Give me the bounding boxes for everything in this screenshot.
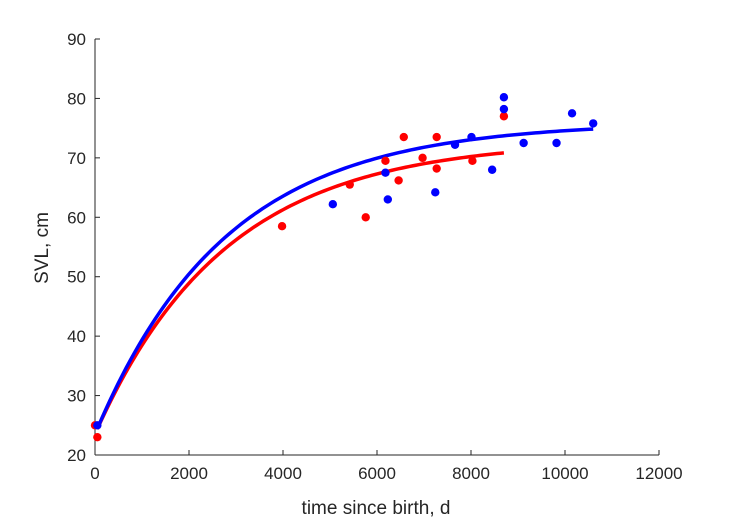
data-points [90,93,598,442]
data-point-series-2 [467,132,476,142]
data-point-series-1 [394,176,403,185]
y-tick-label: 70 [67,149,86,168]
data-point-series-2 [328,200,338,209]
data-point-series-2 [519,138,528,148]
y-tick-label: 90 [67,30,86,49]
x-tick-label: 8000 [452,464,490,483]
data-point-series-1 [399,132,408,142]
data-point-series-1 [432,164,441,173]
data-point-series-1 [418,153,427,163]
data-point-series-1 [381,156,390,166]
fit-curve-series-1 [95,151,505,430]
fit-curves [95,127,594,430]
y-axis-label: SVL, cm [32,212,53,284]
data-point-series-2 [552,138,561,148]
x-tick-label: 6000 [358,464,396,483]
y-tick-label: 80 [67,89,86,108]
data-point-series-2 [487,165,497,174]
fit-curve-series-2 [95,127,594,430]
x-tick-label: 12000 [635,464,682,483]
y-axis-ticks: 20 30 40 50 60 70 80 90 [67,30,100,465]
data-point-series-1 [361,213,370,222]
data-point-series-1 [345,180,354,189]
y-tick-label: 20 [67,446,86,465]
y-tick-label: 60 [67,208,86,227]
x-tick-label: 4000 [264,464,302,483]
x-axis-ticks: 0 2000 4000 6000 8000 10000 12000 [90,450,683,483]
data-point-series-1 [468,156,477,166]
data-point-series-2 [589,119,598,128]
x-axis-label: time since birth, d [302,498,451,519]
data-point-series-2 [431,188,440,197]
data-point-series-2 [93,421,102,430]
data-point-series-1 [277,222,287,231]
data-point-series-2 [383,195,393,204]
data-point-series-2 [567,109,577,118]
data-point-series-2 [499,104,509,114]
data-point-series-2 [499,93,509,102]
data-point-series-2 [450,140,460,149]
x-tick-label: 0 [90,464,99,483]
data-point-series-1 [93,432,102,442]
data-point-series-2 [381,168,390,177]
x-tick-label: 2000 [170,464,208,483]
data-point-series-1 [432,132,441,142]
y-tick-label: 40 [67,327,86,346]
y-tick-label: 30 [67,387,86,406]
data-point-series-1 [499,112,509,121]
axes [94,39,659,456]
x-tick-label: 10000 [541,464,588,483]
y-tick-label: 50 [67,268,86,287]
